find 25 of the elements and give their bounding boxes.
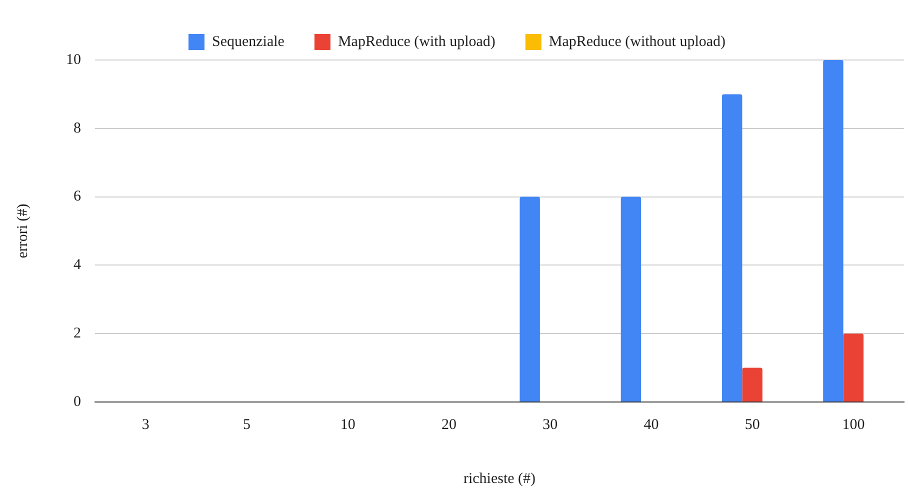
y-tick-label: 6 — [74, 188, 82, 205]
y-tick-label: 0 — [74, 394, 81, 410]
x-tick-label: 40 — [644, 416, 659, 433]
x-tick-label: 10 — [340, 416, 356, 433]
x-tick-label: 5 — [242, 416, 250, 433]
bar — [823, 60, 844, 402]
x-tick-label: 3 — [142, 416, 150, 433]
x-tick-label: 50 — [744, 416, 760, 433]
x-tick-label: 30 — [542, 416, 558, 433]
bar — [620, 196, 642, 402]
legend-label: Sequenziale — [212, 34, 285, 50]
bar — [742, 368, 762, 402]
x-tick-label: 100 — [842, 416, 865, 433]
y-tick-label: 10 — [66, 52, 81, 68]
y-tick-label: 8 — [74, 120, 81, 136]
bar — [722, 94, 742, 402]
bar — [520, 196, 540, 402]
x-tick-label: 20 — [441, 416, 456, 433]
y-tick-label: 2 — [74, 326, 81, 342]
legend-label: MapReduce (with upload) — [338, 34, 496, 50]
legend-label: MapReduce (without upload) — [548, 34, 726, 50]
x-axis-title: richieste (#) — [463, 470, 536, 487]
y-axis-title: errori (#) — [14, 204, 31, 258]
y-tick-label: 4 — [74, 257, 82, 274]
bar — [843, 334, 864, 402]
